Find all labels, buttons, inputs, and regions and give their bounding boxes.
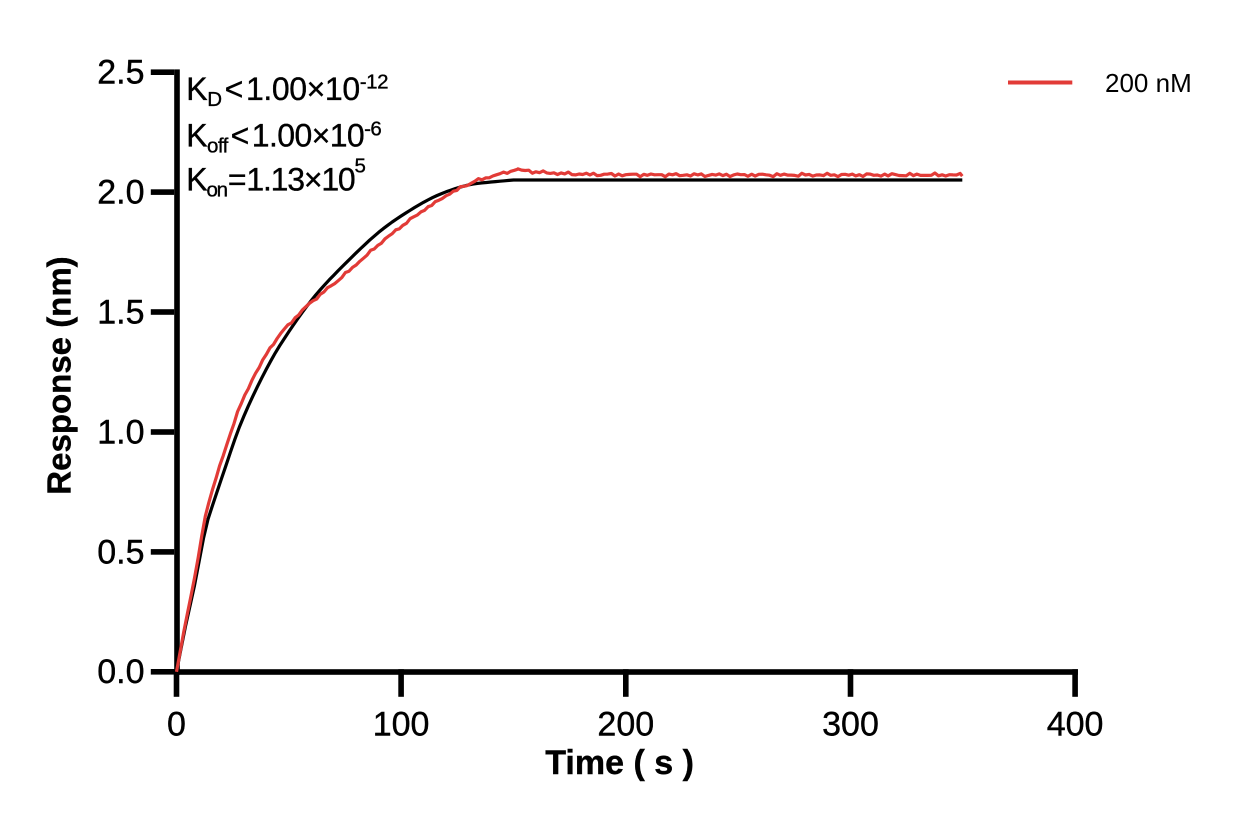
svg-text:200: 200	[597, 705, 654, 743]
svg-text:0.5: 0.5	[97, 533, 144, 571]
svg-text:1.0: 1.0	[97, 413, 144, 451]
svg-text:400: 400	[1047, 705, 1104, 743]
svg-text:0: 0	[167, 705, 186, 743]
svg-text:Time ( s ): Time ( s )	[545, 744, 694, 782]
svg-text:0.0: 0.0	[97, 653, 144, 691]
svg-text:2.0: 2.0	[97, 174, 144, 212]
svg-text:KD<1.00×10-12: KD<1.00×10-12	[186, 71, 388, 111]
svg-text:2.5: 2.5	[97, 54, 144, 92]
svg-text:100: 100	[373, 705, 430, 743]
svg-text:Response (nm): Response (nm)	[41, 256, 78, 494]
svg-text:1.5: 1.5	[97, 293, 144, 331]
svg-text:300: 300	[822, 705, 879, 743]
svg-text:200 nM: 200 nM	[1105, 68, 1192, 98]
svg-text:Koff<1.00×10-6: Koff<1.00×10-6	[186, 117, 381, 157]
